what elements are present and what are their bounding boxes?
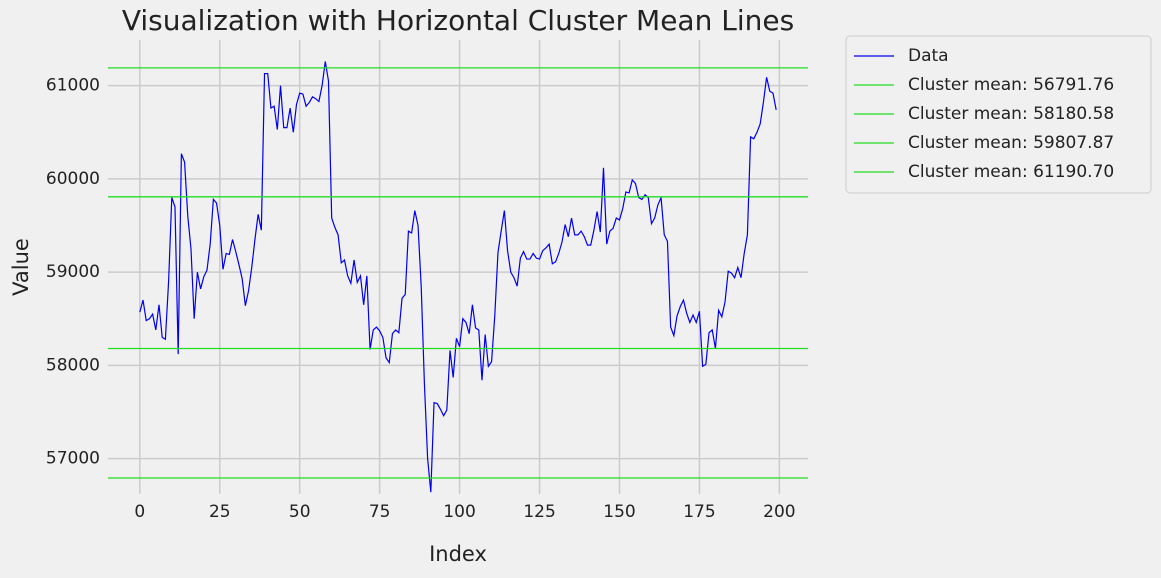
y-tick-label: 57000: [46, 449, 100, 469]
x-tick-label: 75: [369, 502, 391, 522]
chart-title: Visualization with Horizontal Cluster Me…: [122, 4, 794, 37]
y-tick-label: 61000: [46, 76, 100, 96]
x-tick-label: 50: [289, 502, 311, 522]
x-tick-label: 0: [134, 502, 145, 522]
legend-label: Cluster mean: 59807.87: [908, 133, 1114, 153]
data-line: [139, 61, 777, 493]
x-tick-label: 175: [683, 502, 715, 522]
x-axis-label: Index: [429, 542, 487, 566]
x-tick-label: 125: [523, 502, 555, 522]
y-tick-label: 59000: [46, 262, 100, 282]
legend-label: Cluster mean: 61190.70: [908, 162, 1114, 182]
legend-label: Cluster mean: 56791.76: [908, 75, 1114, 95]
legend-label: Data: [908, 46, 949, 66]
x-tick-label: 25: [209, 502, 231, 522]
y-tick-label: 60000: [46, 169, 100, 189]
x-tick-label: 200: [763, 502, 795, 522]
y-tick-label: 58000: [46, 355, 100, 375]
x-tick-label: 150: [603, 502, 635, 522]
legend-box: [845, 35, 1152, 194]
x-tick-label: 100: [443, 502, 475, 522]
legend-label: Cluster mean: 58180.58: [908, 104, 1114, 124]
y-axis-label: Value: [9, 238, 33, 296]
